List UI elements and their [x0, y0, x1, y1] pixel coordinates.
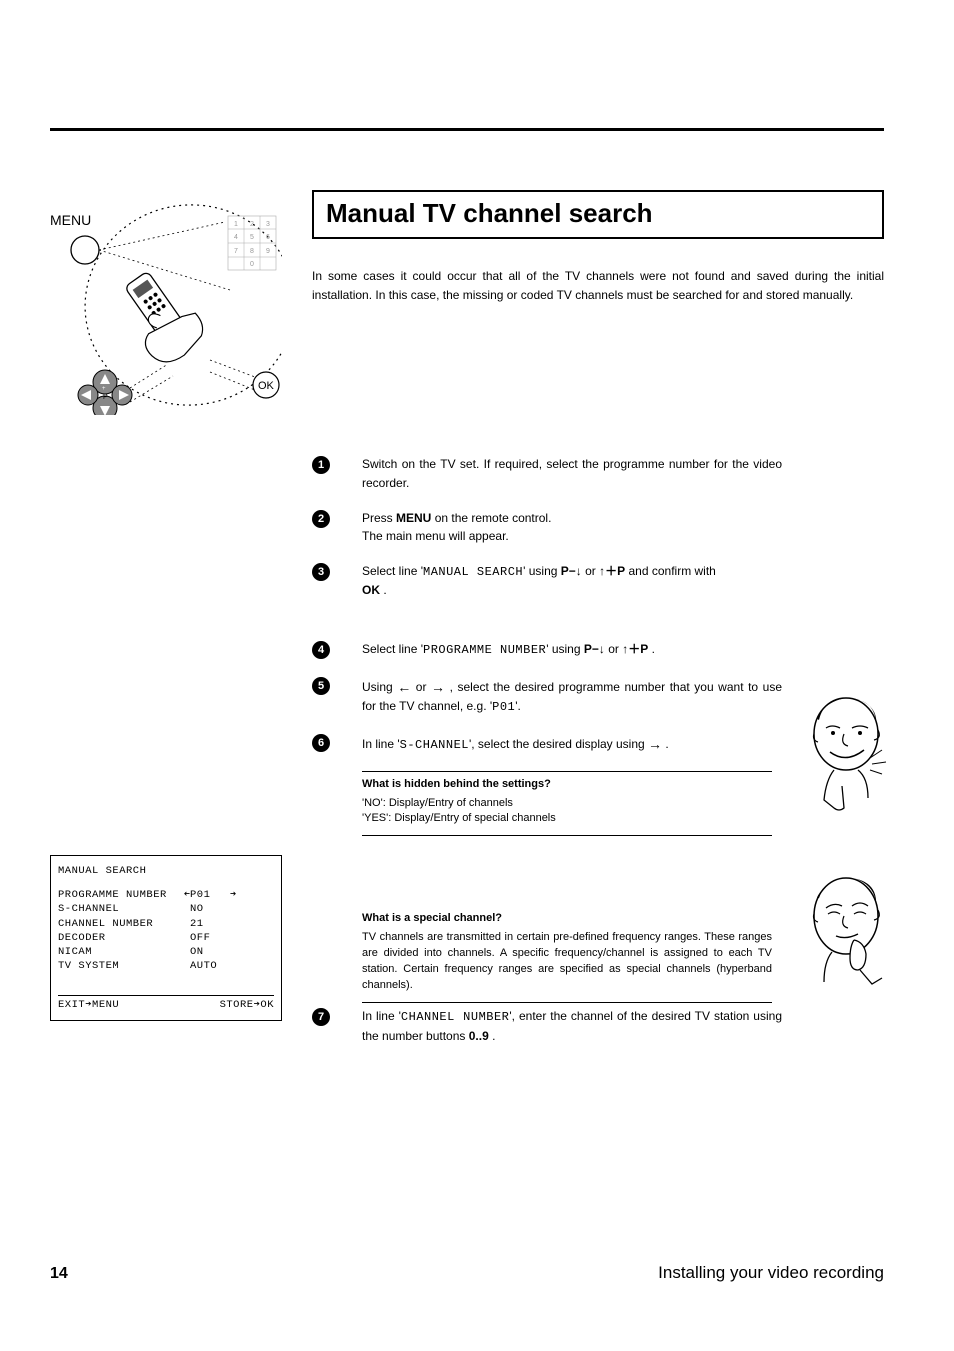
step-7: 7 In line 'CHANNEL NUMBER', enter the ch… — [312, 1007, 884, 1045]
osd-divider — [58, 995, 274, 996]
arrow-pad-icon: + − P — [78, 370, 132, 415]
left-arrow-icon: ← — [397, 679, 411, 695]
step-1: 1 Switch on the TV set. If required, sel… — [312, 455, 884, 492]
svg-text:3: 3 — [266, 221, 270, 228]
step-number-icon: 3 — [312, 563, 330, 581]
svg-text:6: 6 — [266, 234, 270, 241]
menu-label-text: MENU — [50, 212, 91, 228]
svg-text:P: P — [103, 394, 108, 401]
svg-text:7: 7 — [234, 248, 238, 255]
hand-remote-icon — [110, 262, 212, 371]
step-number-icon: 4 — [312, 641, 330, 659]
svg-text:9: 9 — [266, 248, 270, 255]
osd-row: TV SYSTEMAUTO — [58, 959, 274, 973]
intro-paragraph: In some cases it could occur that all of… — [312, 267, 884, 305]
page-number: 14 — [50, 1265, 68, 1283]
osd-row: PROGRAMME NUMBER➔P01➔ — [58, 888, 274, 902]
step-4: 4 Select line 'PROGRAMME NUMBER' using P… — [312, 640, 884, 660]
osd-row: NICAMON — [58, 945, 274, 959]
step-6-text: In line 'S-CHANNEL', select the desired … — [362, 733, 782, 755]
ok-label-text: OK — [258, 380, 275, 392]
step-2: 2 Press MENU on the remote control. The … — [312, 509, 884, 546]
keypad-icon: 1 2 3 4 5 6 7 8 9 0 — [228, 216, 276, 270]
info1-body: 'NO': Display/Entry of channels 'YES': D… — [362, 796, 772, 828]
step-4-text: Select line 'PROGRAMME NUMBER' using P−↓… — [362, 640, 782, 660]
right-arrow-icon: → — [648, 736, 662, 752]
step-7-text: In line 'CHANNEL NUMBER', enter the chan… — [362, 1007, 782, 1045]
step-1-text: Switch on the TV set. If required, selec… — [362, 455, 782, 492]
step-number-icon: 5 — [312, 677, 330, 695]
svg-text:5: 5 — [250, 234, 254, 241]
thinking-face-icon — [804, 870, 894, 1000]
osd-title: MANUAL SEARCH — [58, 864, 274, 878]
p-down-icon: P−↓ — [584, 642, 605, 656]
svg-text:+: + — [102, 386, 106, 392]
section-title: Manual TV channel search — [326, 198, 870, 229]
osd-screen: MANUAL SEARCH PROGRAMME NUMBER➔P01➔S-CHA… — [50, 855, 282, 1021]
p-up-icon: ↑＋P — [622, 642, 648, 656]
svg-text:1: 1 — [234, 221, 238, 228]
section-title-box: Manual TV channel search — [312, 190, 884, 239]
step-3: 3 Select line 'MANUAL SEARCH' using P−↓ … — [312, 562, 884, 600]
footer-text: Installing your video recording — [658, 1263, 884, 1283]
step-number-icon: 2 — [312, 510, 330, 528]
remote-illustration: MENU 1 2 3 — [50, 190, 282, 415]
svg-text:4: 4 — [234, 234, 238, 241]
header-rule — [50, 128, 884, 131]
info2-title: What is a special channel? — [362, 912, 772, 924]
info-box-settings: What is hidden behind the settings? 'NO'… — [362, 771, 772, 837]
page-footer: 14 Installing your video recording — [50, 1263, 884, 1283]
left-column: MENU 1 2 3 — [50, 190, 282, 1061]
osd-row: CHANNEL NUMBER21 — [58, 917, 274, 931]
menu-button-icon — [71, 236, 99, 264]
step-number-icon: 7 — [312, 1008, 330, 1026]
svg-text:8: 8 — [250, 248, 254, 255]
step-number-icon: 1 — [312, 456, 330, 474]
smiling-face-icon — [804, 690, 894, 820]
svg-text:−: − — [102, 408, 106, 414]
step-number-icon: 6 — [312, 734, 330, 752]
osd-row: S-CHANNELNO — [58, 902, 274, 916]
step-5: 5 Using ← or → , select the desired prog… — [312, 676, 884, 717]
step-6: 6 In line 'S-CHANNEL', select the desire… — [312, 733, 884, 755]
svg-text:0: 0 — [250, 261, 254, 268]
step-2-text: Press MENU on the remote control. The ma… — [362, 509, 782, 546]
osd-footer-right: STORE➔OK — [220, 998, 274, 1012]
info1-title: What is hidden behind the settings? — [362, 778, 772, 790]
osd-row: DECODEROFF — [58, 931, 274, 945]
content-columns: MENU 1 2 3 — [50, 190, 884, 1061]
osd-footer-left: EXIT➔MENU — [58, 998, 119, 1012]
p-up-icon: ↑＋P — [599, 564, 625, 578]
right-column: Manual TV channel search In some cases i… — [312, 190, 884, 1061]
svg-text:2: 2 — [250, 221, 254, 228]
page-container: MENU 1 2 3 — [0, 0, 954, 1351]
right-arrow-icon: → — [431, 679, 445, 695]
info2-body: TV channels are transmitted in certain p… — [362, 930, 772, 994]
step-3-text: Select line 'MANUAL SEARCH' using P−↓ or… — [362, 562, 782, 600]
p-down-icon: P−↓ — [561, 564, 582, 578]
step-5-text: Using ← or → , select the desired progra… — [362, 676, 782, 717]
info-box-special-channel: What is a special channel? TV channels a… — [362, 912, 772, 1003]
